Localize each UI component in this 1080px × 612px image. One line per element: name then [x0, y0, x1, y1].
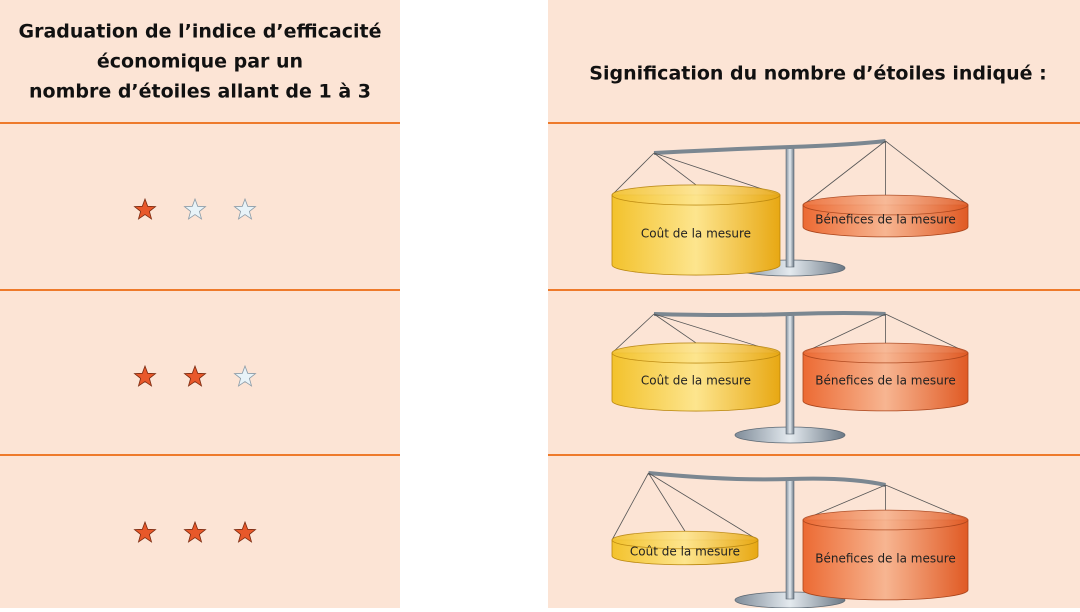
left-header-line: Graduation de l’indice d’efficacité [19, 21, 382, 43]
balance-beam [648, 471, 886, 487]
star-empty [183, 197, 207, 220]
benefit-pan-rim [802, 194, 969, 216]
benefit-pan-body [802, 519, 969, 601]
star-empty [233, 197, 257, 220]
balance-pillar [785, 146, 795, 268]
star-filled [133, 197, 157, 220]
star-rating [133, 520, 257, 543]
row: Coût de la mesure Bénefices de la mesure [133, 311, 969, 444]
string [648, 472, 759, 541]
dividers [0, 122, 1080, 456]
balance: Coût de la mesure Bénefices de la mesure [611, 471, 969, 609]
star-filled [183, 364, 207, 387]
star-rating [133, 364, 257, 387]
row: Coût de la mesure Bénefices de la mesure [133, 139, 969, 277]
cost-pan-rim [611, 530, 759, 550]
left-header-line: nombre d’étoiles allant de 1 à 3 [29, 81, 371, 103]
cost-pan-body [611, 194, 781, 276]
cost-pan-rim [611, 342, 781, 364]
string [653, 313, 697, 344]
row: Coût de la mesure Bénefices de la mesure [133, 471, 969, 609]
string [611, 152, 655, 196]
string [802, 140, 886, 206]
star-empty [233, 364, 257, 387]
left-header-line: économique par un [97, 51, 303, 73]
cost-pan-label: Coût de la mesure [641, 374, 751, 388]
left-panel [0, 0, 400, 608]
benefit-pan-label: Bénefices de la mesure [815, 213, 956, 227]
benefit-pan-rim [802, 509, 969, 531]
balance-beam [653, 139, 886, 155]
star-filled [183, 520, 207, 543]
string [648, 472, 686, 532]
benefit-pan-body [802, 352, 969, 412]
right-header: Signification du nombre d’étoiles indiqu… [589, 63, 1046, 85]
cost-pan-label: Coût de la mesure [630, 545, 740, 559]
balance-beam [653, 311, 886, 317]
string [611, 313, 655, 354]
star-filled [133, 520, 157, 543]
star-filled [133, 364, 157, 387]
string [885, 140, 969, 206]
star-filled [233, 520, 257, 543]
balance-pillar [785, 478, 795, 600]
cost-pan-rim [611, 184, 781, 206]
balance: Coût de la mesure Bénefices de la mesure [611, 139, 969, 277]
string [885, 313, 969, 354]
benefit-pan-rim [802, 342, 969, 364]
cost-pan-label: Coût de la mesure [641, 227, 751, 241]
string [802, 313, 886, 354]
benefit-pan-label: Bénefices de la mesure [815, 374, 956, 388]
balance-pillar [785, 313, 795, 435]
balance: Coût de la mesure Bénefices de la mesure [611, 311, 969, 444]
star-rating [133, 197, 257, 220]
cost-pan-body [611, 352, 781, 412]
benefit-pan-label: Bénefices de la mesure [815, 552, 956, 566]
right-panel [548, 0, 1080, 608]
string [653, 152, 697, 186]
string [611, 472, 649, 541]
